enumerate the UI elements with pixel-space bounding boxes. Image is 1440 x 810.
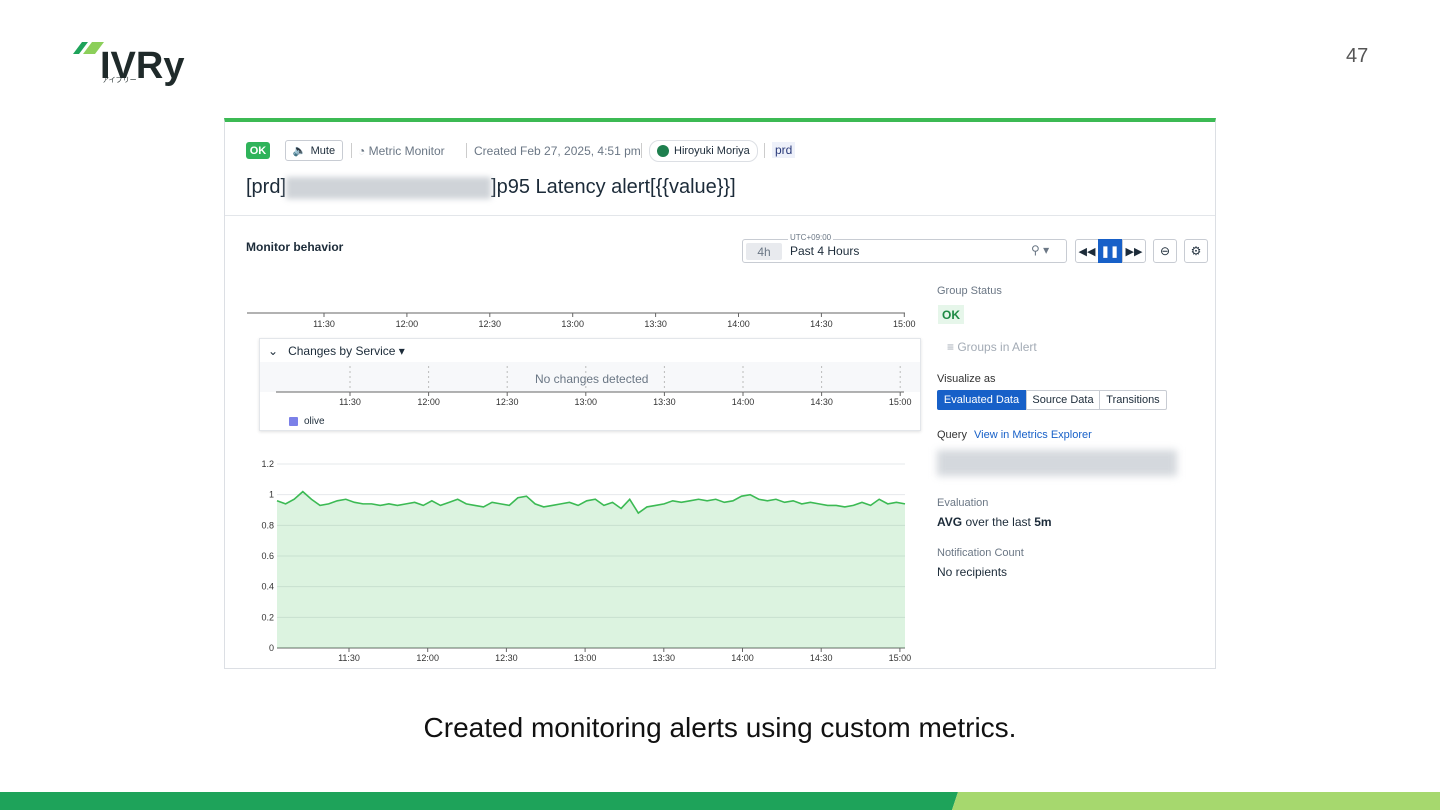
x-tick-label: 11:30 [339, 397, 361, 407]
notification-label: Notification Count [937, 547, 1024, 559]
line [276, 490, 906, 515]
mute-button[interactable]: 🔈 Mute [285, 140, 343, 161]
author-pill[interactable]: Hiroyuki Moriya [649, 140, 758, 162]
notification-text: No recipients [937, 565, 1008, 579]
x-tick-label: 12:30 [495, 653, 518, 663]
x-tick-label: 11:30 [313, 319, 335, 329]
visualize-option[interactable]: Transitions [1099, 390, 1167, 410]
x-tick-label: 14:30 [810, 653, 833, 663]
zoom-button[interactable]: ⊖ [1153, 239, 1177, 263]
legend-swatch [289, 417, 298, 426]
area [277, 491, 905, 648]
x-tick-label: 12:30 [496, 397, 519, 407]
created-date: Created Feb 27, 2025, 4:51 pm [474, 144, 641, 158]
changes-area [260, 362, 920, 392]
evaluation-window: 5m [1034, 515, 1052, 529]
y-tick-label: 0.8 [261, 520, 274, 530]
rewind-button[interactable]: ◀◀ [1075, 239, 1099, 263]
logo-kana: アイブリー [102, 75, 137, 84]
redacted-query [937, 450, 1177, 476]
logo-text: IVRy [100, 45, 184, 87]
visualize-label: Visualize as [937, 373, 996, 385]
group-status: OK [938, 305, 964, 324]
x-tick-label: 14:30 [810, 319, 833, 329]
timezone: UTC+09:00 [788, 233, 834, 242]
x-tick-label: 13:30 [644, 319, 667, 329]
groups-in-alert-text: Groups in Alert [957, 340, 1037, 354]
title-suffix: ]p95 Latency alert[{{value}}] [491, 176, 736, 198]
x-tick-label: 15:00 [889, 397, 912, 407]
x-tick-label: 12:30 [479, 319, 502, 329]
title-prefix: [prd] [246, 176, 287, 198]
x-tick-label: 13:00 [574, 653, 597, 663]
x-tick-label: 14:30 [810, 397, 833, 407]
evaluation-agg: AVG [937, 515, 963, 529]
forward-button[interactable]: ▶▶ [1122, 239, 1146, 263]
author: Hiroyuki Moriya [674, 145, 750, 157]
x-tick-label: 13:00 [561, 319, 584, 329]
y-tick-label: 1.2 [261, 459, 274, 469]
y-tick-label: 1 [269, 490, 274, 500]
footer-bar [0, 792, 958, 810]
monitor-type-text: Metric Monitor [368, 144, 445, 158]
monitor-title: [prd] ]p95 Latency alert[{{value}}] [246, 176, 736, 199]
x-tick-label: 14:00 [732, 397, 755, 407]
status-badge: OK [246, 142, 270, 159]
x-tick-label: 14:00 [731, 653, 754, 663]
changes-panel [259, 338, 921, 431]
time-picker[interactable] [742, 239, 1067, 263]
section-title: Monitor behavior [246, 240, 344, 254]
settings-button[interactable]: ⚙ [1184, 239, 1208, 263]
visualize-option[interactable]: Source Data [1026, 390, 1100, 410]
caption: Created monitoring alerts using custom m… [423, 712, 1017, 743]
changes-title[interactable]: ⌄ Changes by Service ▾ [268, 344, 405, 358]
no-changes: No changes detected [535, 372, 649, 386]
x-tick-label: 12:00 [417, 397, 440, 407]
x-tick-label: 13:00 [575, 397, 598, 407]
footer-bar-light [952, 792, 1440, 810]
x-tick-label: 13:30 [653, 397, 676, 407]
x-tick-label: 12:00 [396, 319, 419, 329]
x-tick-label: 12:00 [416, 653, 439, 663]
monitor-card [224, 118, 1216, 669]
groups-in-alert[interactable]: ≡ Groups in Alert [947, 340, 1037, 354]
monitor-type: ◔ Metric Monitor [358, 144, 445, 158]
visualize-option[interactable]: Evaluated Data [937, 390, 1026, 410]
query-label: Query [937, 429, 967, 441]
separator [641, 143, 642, 158]
page-number: 47 [1346, 45, 1369, 67]
redacted [286, 176, 492, 199]
legend-label: olive [304, 416, 325, 427]
tag[interactable]: prd [772, 142, 796, 158]
separator [466, 143, 467, 158]
evaluation-label: Evaluation [937, 497, 989, 509]
x-tick-label: 15:00 [893, 319, 916, 329]
query-link[interactable]: View in Metrics Explorer [974, 429, 1092, 441]
y-tick-label: 0 [269, 643, 274, 653]
pause-button[interactable]: ❚❚ [1098, 239, 1122, 263]
y-tick-label: 0.6 [261, 551, 274, 561]
group-status-label: Group Status [937, 285, 1002, 297]
evaluation: AVG over the last 5m [937, 515, 1052, 529]
x-tick-label: 13:30 [653, 653, 676, 663]
range: Past 4 Hours [790, 244, 860, 258]
x-tick-label: 14:00 [727, 319, 750, 329]
logo: IVRy アイブリー [73, 42, 184, 87]
y-tick-label: 0.4 [261, 582, 274, 592]
mute-label: Mute [310, 144, 336, 157]
x-tick-label: 15:00 [889, 653, 912, 663]
range-short: 4h [746, 243, 782, 260]
separator [351, 143, 352, 158]
changes-title-text: Changes by Service [288, 344, 396, 358]
y-tick-label: 0.2 [261, 612, 274, 622]
pin-caret[interactable]: ⚲ ▾ [1031, 243, 1050, 257]
evaluation-text: over the last [965, 515, 1031, 529]
separator [764, 143, 765, 158]
divider [225, 215, 1215, 216]
x-tick-label: 11:30 [338, 653, 360, 663]
